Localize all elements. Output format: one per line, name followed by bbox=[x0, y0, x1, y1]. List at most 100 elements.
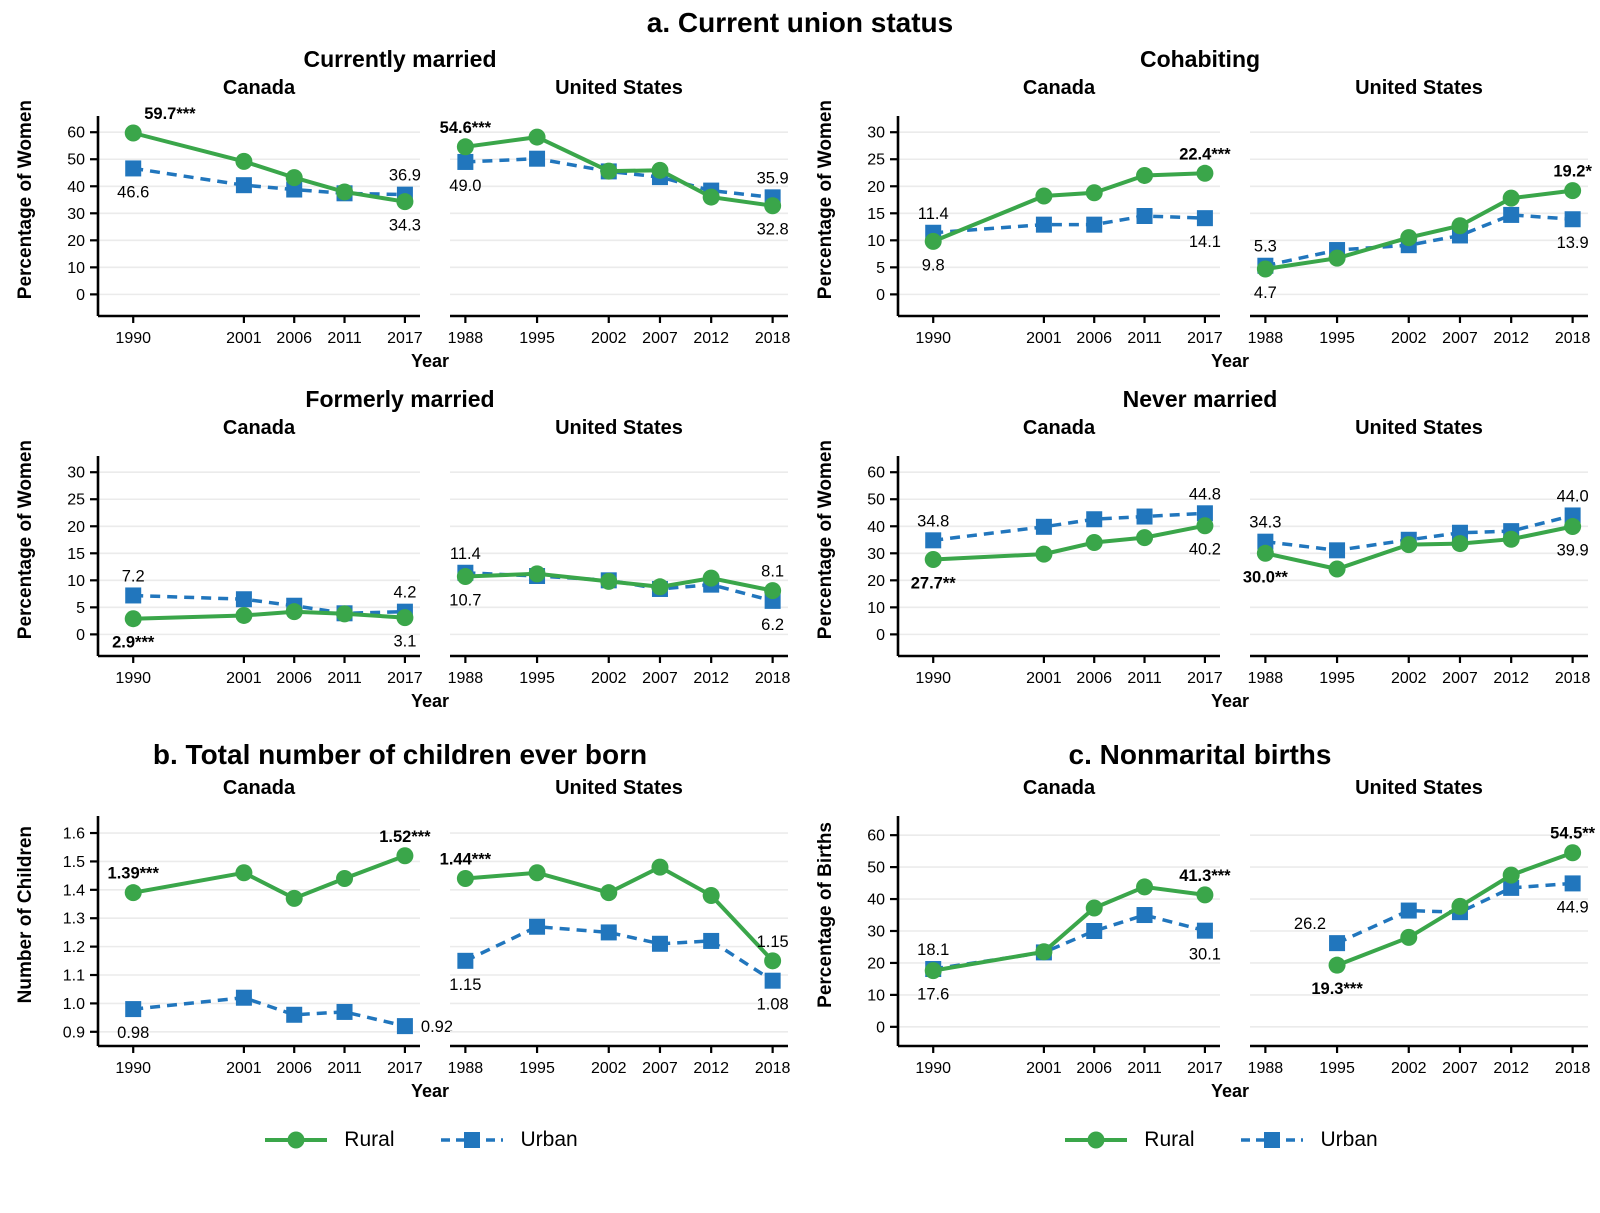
svg-text:1988: 1988 bbox=[1248, 330, 1284, 347]
svg-text:26.2: 26.2 bbox=[1294, 915, 1326, 933]
svg-text:2001: 2001 bbox=[226, 330, 262, 347]
svg-text:1990: 1990 bbox=[915, 1060, 951, 1077]
svg-text:2002: 2002 bbox=[591, 670, 627, 687]
x-tick-labels: 1988 1995 2002 2007 2012 2018 bbox=[1248, 670, 1591, 687]
country-label: United States bbox=[1355, 777, 1483, 799]
chart-united-states: 1988 1995 2002 2007 2012 2018 11.4 10.7 8.1 6.2 bbox=[448, 471, 791, 687]
subplot-canada: Canada 0 5 10 15 20 25 30 1990 2001 2006 2011 2017 11… bbox=[844, 76, 1231, 350]
svg-text:2.9***: 2.9*** bbox=[112, 634, 155, 652]
svg-text:54.6***: 54.6*** bbox=[440, 119, 492, 137]
svg-text:2001: 2001 bbox=[1026, 670, 1062, 687]
svg-text:0: 0 bbox=[76, 287, 85, 304]
chart-united-states: 1988 1995 2002 2007 2012 20181.44***1.151.151… bbox=[440, 832, 791, 1077]
chart-united-states: 1988 1995 2002 2007 2012 2018 26.2 19.3*** 54.5*… bbox=[1248, 825, 1596, 1077]
axes: 0 10 20 30 40 50 60 bbox=[67, 116, 420, 323]
svg-text:2006: 2006 bbox=[276, 330, 312, 347]
rural-legend-marker-icon bbox=[265, 1131, 328, 1149]
svg-text:7.2: 7.2 bbox=[122, 567, 145, 585]
svg-text:60: 60 bbox=[867, 465, 885, 482]
x-tick-labels: 1990 2001 2006 2011 2017 bbox=[915, 1060, 1222, 1077]
svg-text:1988: 1988 bbox=[1248, 1060, 1284, 1077]
rural-series bbox=[924, 517, 1214, 569]
svg-text:1988: 1988 bbox=[448, 1060, 484, 1077]
subplot-canada: Canada 0 10 20 30 40 50 60 1990 2001 2006 2011 2017 1… bbox=[844, 776, 1231, 1080]
x-axis-title: Year bbox=[1210, 691, 1250, 711]
urban-series bbox=[925, 505, 1213, 549]
x-tick-labels: 1988 1995 2002 2007 2012 2018 bbox=[1248, 330, 1591, 347]
svg-text:6.2: 6.2 bbox=[761, 616, 784, 634]
value-labels: 5.3 4.7 19.2* 13.9 bbox=[1254, 163, 1593, 302]
svg-text:46.6: 46.6 bbox=[117, 183, 149, 201]
chart-group-nonmarital-births: Percentage of Births Canada 0 10 20 30 40 50 60 1… bbox=[800, 776, 1600, 1104]
svg-text:44.9: 44.9 bbox=[1557, 898, 1589, 916]
svg-text:2006: 2006 bbox=[276, 1060, 312, 1077]
rural-series bbox=[1328, 844, 1582, 974]
svg-text:2018: 2018 bbox=[1555, 330, 1591, 347]
value-labels: 1.39*** 0.98 1.52*** 0.92 bbox=[108, 828, 454, 1042]
svg-text:4.2: 4.2 bbox=[393, 584, 416, 602]
rural-legend-marker-icon bbox=[1065, 1131, 1128, 1149]
svg-text:2017: 2017 bbox=[1187, 670, 1223, 687]
axes: 0.9 1.0 1.1 1.2 1.3 1.4 1.5 1.6 bbox=[63, 816, 420, 1053]
svg-text:2011: 2011 bbox=[1127, 670, 1162, 687]
section-a-title: a. Current union status bbox=[646, 7, 954, 38]
gridlines bbox=[450, 131, 788, 296]
chart-pair: Percentage of Women Canada 0 10 20 30 40 50 60 19… bbox=[800, 416, 1600, 690]
svg-text:1.15: 1.15 bbox=[449, 976, 481, 994]
svg-text:1990: 1990 bbox=[115, 670, 151, 687]
value-labels: 34.3 30.0** 44.0 39.9 bbox=[1243, 487, 1589, 586]
svg-text:1995: 1995 bbox=[519, 330, 555, 347]
svg-text:10.7: 10.7 bbox=[449, 592, 481, 610]
svg-text:1.2: 1.2 bbox=[63, 939, 85, 956]
svg-text:41.3***: 41.3*** bbox=[1179, 867, 1231, 885]
svg-text:2018: 2018 bbox=[1555, 670, 1591, 687]
urban-series bbox=[1329, 875, 1581, 952]
subplot-united-states: United States 1988 1995 2002 2007 2012 2018 1.4… bbox=[438, 776, 800, 1080]
subplot-united-states: United States 1988 1995 2002 2007 2012 2018 5.3… bbox=[1238, 76, 1600, 350]
svg-text:2012: 2012 bbox=[693, 670, 729, 687]
value-labels: 18.1 17.6 41.3*** 30.1 bbox=[917, 867, 1231, 1004]
country-label: United States bbox=[1355, 417, 1483, 439]
svg-text:2002: 2002 bbox=[591, 330, 627, 347]
svg-text:30: 30 bbox=[67, 206, 85, 223]
svg-text:1.5: 1.5 bbox=[63, 854, 85, 871]
svg-text:2011: 2011 bbox=[327, 670, 362, 687]
svg-text:25: 25 bbox=[67, 492, 85, 509]
svg-text:1995: 1995 bbox=[1319, 670, 1355, 687]
svg-text:10: 10 bbox=[67, 573, 85, 590]
svg-text:2001: 2001 bbox=[226, 1060, 262, 1077]
axes bbox=[450, 1044, 788, 1053]
x-tick-labels: 1990 2001 2006 2011 2017 bbox=[115, 330, 422, 347]
gridlines bbox=[450, 471, 788, 636]
svg-text:30: 30 bbox=[867, 546, 885, 563]
svg-text:20: 20 bbox=[67, 519, 85, 536]
svg-text:0.9: 0.9 bbox=[63, 1024, 85, 1041]
panel-title: Cohabiting bbox=[1139, 46, 1261, 72]
svg-text:1995: 1995 bbox=[519, 1060, 555, 1077]
svg-text:1.15: 1.15 bbox=[757, 933, 789, 951]
section-b: b. Total number of children ever born Nu… bbox=[0, 732, 800, 1160]
axes: 0 10 20 30 40 50 60 bbox=[867, 816, 1220, 1053]
svg-text:1990: 1990 bbox=[115, 330, 151, 347]
chart-canada: 0 5 10 15 20 25 30 1990 2001 2006 2011 2017 7.2 2.9**… bbox=[67, 456, 423, 687]
svg-text:1995: 1995 bbox=[1319, 330, 1355, 347]
svg-text:60: 60 bbox=[67, 125, 85, 142]
svg-text:9.8: 9.8 bbox=[922, 256, 945, 274]
svg-text:0: 0 bbox=[876, 1019, 885, 1036]
svg-text:2012: 2012 bbox=[1493, 1060, 1529, 1077]
gridlines bbox=[98, 471, 420, 636]
svg-text:40: 40 bbox=[867, 892, 885, 909]
rural-series bbox=[124, 603, 414, 628]
svg-text:4.7: 4.7 bbox=[1254, 284, 1277, 302]
legend-label: Rural bbox=[344, 1128, 395, 1151]
svg-text:2011: 2011 bbox=[1127, 1060, 1162, 1077]
y-axis-title: Percentage of Women bbox=[15, 100, 36, 300]
x-axis-title: Year bbox=[1210, 351, 1250, 371]
x-tick-labels: 1988 1995 2002 2007 2012 2018 bbox=[448, 670, 791, 687]
svg-text:1.44***: 1.44*** bbox=[440, 850, 492, 868]
svg-text:2017: 2017 bbox=[1187, 1060, 1223, 1077]
subplot-united-states: United States 1988 1995 2002 2007 2012 2018 34.… bbox=[1238, 416, 1600, 690]
chart-united-states: 1988 1995 2002 2007 2012 2018 34.3 30.0** 44.0 39… bbox=[1243, 471, 1591, 687]
svg-text:2006: 2006 bbox=[276, 670, 312, 687]
svg-text:2007: 2007 bbox=[1442, 330, 1478, 347]
